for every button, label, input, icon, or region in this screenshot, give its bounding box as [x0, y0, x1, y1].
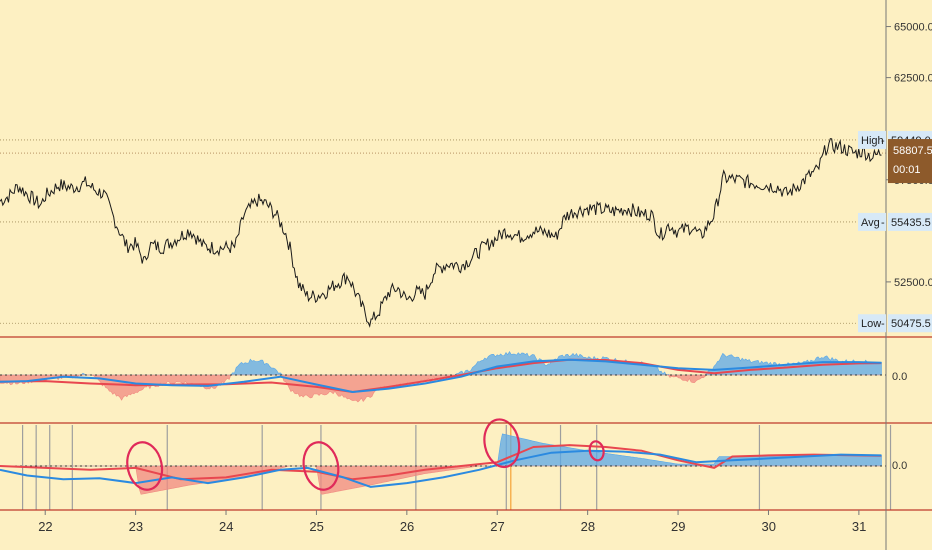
x-tick-label-6: 28 [581, 519, 595, 534]
osc1-zero-label: 0.0 [892, 371, 907, 383]
y-tick-label-0: 65000.0 [894, 22, 932, 34]
panel-borders [0, 336, 932, 511]
osc1-signal-line [0, 358, 882, 393]
x-tick-label-0: 22 [38, 519, 52, 534]
x-tick-label-5: 27 [490, 519, 504, 534]
x-tick-label-1: 23 [129, 519, 143, 534]
ref-tag-label-2: Low [861, 318, 881, 330]
x-tick-label-8: 30 [761, 519, 775, 534]
ref-tag-value-1: 55435.5 [891, 217, 931, 229]
osc2-histogram-negative [0, 465, 882, 495]
osc2-annotation-circle-1 [302, 441, 340, 491]
x-tick-label-4: 26 [400, 519, 414, 534]
x-tick-label-7: 29 [671, 519, 685, 534]
last-price-tag[interactable]: 58807.5 00:01 [888, 139, 932, 184]
last-price-countdown: 00:01 [893, 164, 921, 176]
ref-tag-label-bg-0 [858, 130, 886, 149]
osc2-annotation-circle-3 [588, 440, 605, 462]
last-price-value: 58807.5 [893, 145, 932, 157]
price-panel [0, 138, 886, 328]
osc2-annotation-circle-2 [483, 418, 521, 469]
ref-tag-label-0: High [861, 135, 884, 147]
x-tick-label-3: 25 [309, 519, 323, 534]
y-tick-label-1: 62500.0 [894, 73, 932, 85]
ref-tag-dash-1: - [881, 217, 885, 229]
oscillator-panel-2 [0, 418, 892, 510]
oscillator-panel-1 [0, 351, 886, 403]
last-price-tag-background [888, 139, 932, 184]
osc2-signal-line [0, 449, 882, 488]
ref-tag-low: Low -50475.5 [858, 314, 932, 333]
ref-tag-avg: Avg -55435.5 [858, 212, 932, 231]
ref-tag-label-bg-2 [858, 314, 886, 333]
ref-tag-label-bg-1 [858, 212, 886, 231]
y-tick-label-3: 52500.0 [894, 277, 932, 289]
price-reference-lines [0, 139, 886, 324]
x-axis: 22 23 24 25 26 27 28 29 30 31 [38, 510, 866, 534]
oscillator-zero-labels: 0.0 0.0 [892, 371, 907, 472]
osc2-zero-label: 0.0 [892, 460, 907, 472]
ref-tag-value-2: 50475.5 [891, 318, 931, 330]
ref-tag-label-1: Avg [861, 217, 880, 229]
osc2-annotation-circle-0 [126, 441, 164, 491]
ref-tag-dash-2: - [881, 318, 885, 330]
x-tick-label-2: 24 [219, 519, 233, 534]
ref-tag-value-bg-1 [888, 212, 932, 231]
ref-tag-dash-0: - [881, 135, 885, 147]
x-tick-label-9: 31 [852, 519, 866, 534]
ref-tag-value-bg-2 [888, 314, 932, 333]
price-line [0, 138, 882, 328]
